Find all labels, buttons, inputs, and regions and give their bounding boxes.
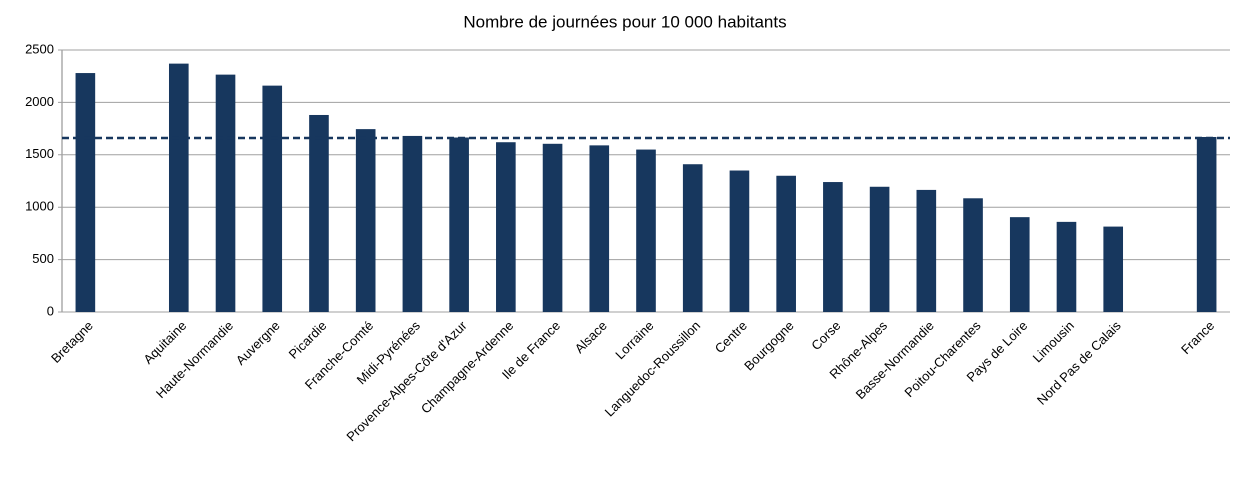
x-tick-label: Alsace (572, 318, 610, 356)
x-tick-label: Lorraine (612, 318, 656, 362)
bar (1009, 217, 1030, 312)
x-tick-label: Languedoc-Roussillon (602, 318, 704, 420)
y-tick-label: 1500 (25, 146, 54, 161)
bar (542, 143, 563, 312)
chart-title: Nombre de journées pour 10 000 habitants (463, 12, 786, 31)
x-tick-label: Limousin (1030, 318, 1077, 365)
x-tick-label: Picardie (286, 318, 330, 362)
x-tick-label: Aquitaine (140, 318, 189, 367)
x-tick-label: Centre (712, 318, 750, 356)
bar (75, 73, 96, 312)
bar (215, 74, 236, 313)
bar (823, 182, 843, 312)
y-tick-label: 0 (47, 303, 54, 318)
x-tick-label: Champagne-Ardenne (418, 318, 517, 417)
bar (262, 85, 283, 312)
x-tick-label: Bretagne (48, 318, 96, 366)
bar (1103, 226, 1124, 312)
bar (309, 114, 329, 312)
bar (1196, 136, 1217, 312)
bar (1056, 221, 1077, 312)
y-tick-label: 1000 (25, 199, 54, 214)
bar (589, 145, 610, 312)
bar (729, 170, 750, 312)
x-tick-label: France (1178, 318, 1217, 357)
x-tick-label: Nord Pas de Calais (1034, 318, 1124, 408)
x-tick-label: Corse (808, 318, 843, 353)
bar (776, 175, 796, 312)
bar (916, 189, 937, 312)
bar (682, 164, 703, 312)
bar (355, 129, 376, 312)
y-tick-label: 2000 (25, 94, 54, 109)
x-tick-label: Bourgogne (741, 318, 797, 374)
bar (869, 186, 890, 312)
bar (636, 149, 656, 312)
bar (168, 63, 189, 313)
bar (449, 137, 469, 312)
bar (402, 135, 423, 312)
y-tick-label: 500 (32, 251, 54, 266)
x-tick-label: Basse-Normandie (853, 318, 937, 402)
bar (963, 198, 983, 312)
x-tick-label: Auvergne (233, 318, 283, 368)
bar (496, 142, 516, 312)
y-tick-label: 2500 (25, 41, 54, 56)
